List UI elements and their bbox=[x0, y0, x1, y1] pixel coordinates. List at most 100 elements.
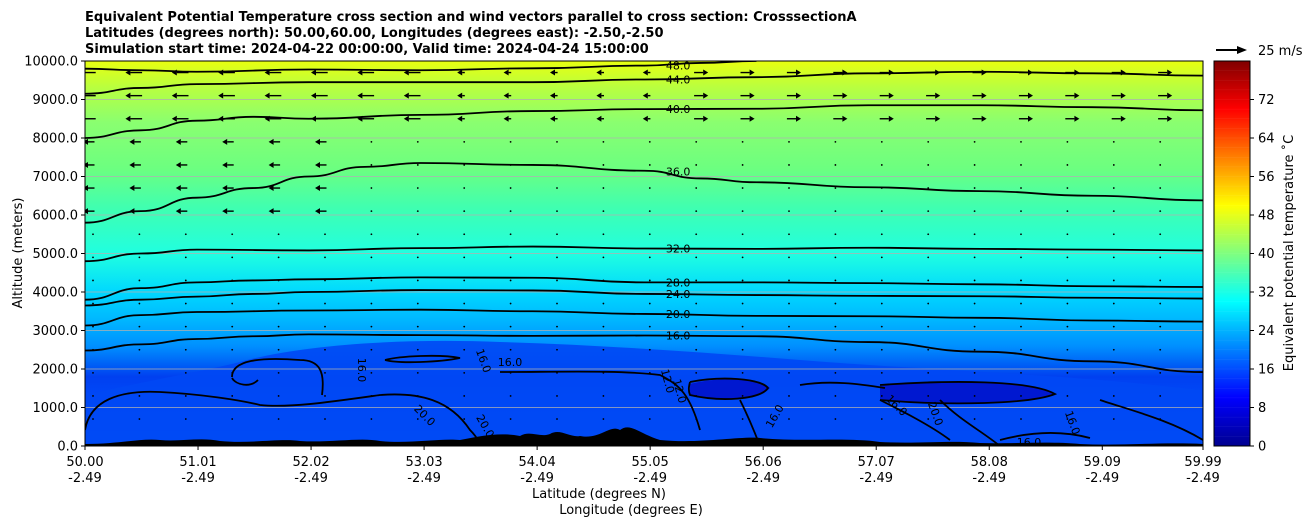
wind-vector-head bbox=[796, 69, 801, 76]
quiver-key: 25 m/s bbox=[1216, 44, 1303, 59]
wind-vector-dot bbox=[1066, 140, 1069, 143]
wind-vector-head bbox=[175, 185, 181, 192]
wind-vector-dot bbox=[1159, 325, 1162, 328]
wind-vector-dot bbox=[1020, 140, 1022, 143]
wind-vector-dot bbox=[695, 256, 698, 259]
cold-pocket bbox=[690, 379, 770, 400]
wind-vector-dot bbox=[324, 418, 326, 420]
y-axis: 0.0 1000.0 2000.0 3000.0 4000.0 5000.0 6000.0 7… bbox=[24, 55, 85, 455]
wind-vector-head bbox=[457, 69, 463, 76]
wind-vector-dot bbox=[277, 348, 280, 351]
wind-vector-dot bbox=[973, 348, 976, 351]
contour-line-lowlevel bbox=[384, 354, 461, 364]
wind-vector-dot bbox=[231, 325, 234, 328]
contour-line-lowlevel bbox=[939, 399, 1001, 446]
wind-vector-dot bbox=[788, 348, 790, 351]
wind-vector-dot bbox=[695, 371, 698, 374]
wind-vector-dot bbox=[1206, 418, 1208, 420]
wind-vector-head bbox=[315, 208, 320, 215]
wind-vector-dot bbox=[463, 140, 466, 143]
wind-vector-dot bbox=[602, 164, 605, 166]
x-tick-label-lat: 59.09 bbox=[1084, 455, 1121, 470]
contour-label: 16.0 bbox=[355, 358, 368, 383]
wind-vector-dot bbox=[741, 164, 744, 166]
wind-vector-dot bbox=[138, 371, 141, 374]
wind-vector-dot bbox=[741, 233, 744, 236]
wind-vector-dot bbox=[695, 233, 698, 236]
wind-vector-head bbox=[268, 161, 274, 168]
wind-vector-dot bbox=[92, 325, 94, 328]
wind-vector-dot bbox=[556, 325, 558, 328]
contour-line bbox=[85, 70, 1203, 95]
colorbar-bands bbox=[1214, 70, 1250, 447]
y-tick-label: 9000.0 bbox=[33, 93, 79, 108]
wind-vector-dot bbox=[463, 325, 466, 328]
wind-vector-dot bbox=[370, 279, 373, 282]
contour-line-lowlevel bbox=[799, 381, 886, 389]
wind-vector-dot bbox=[1066, 371, 1069, 374]
x-tick-label-lat: 50.00 bbox=[66, 455, 103, 470]
wind-vector-dot bbox=[509, 325, 512, 328]
wind-vector-dot bbox=[1112, 418, 1115, 420]
wind-vector-dot bbox=[231, 256, 234, 259]
x-tick-label-lon: -2.49 bbox=[294, 471, 328, 486]
wind-vector-dot bbox=[416, 302, 419, 305]
wind-vector-head bbox=[218, 92, 224, 99]
wind-vector-dot bbox=[834, 418, 837, 420]
wind-vector-dot bbox=[880, 302, 883, 305]
wind-vector-dot bbox=[648, 164, 651, 166]
wind-vector-dot bbox=[927, 371, 930, 374]
contour-line-lowlevel bbox=[879, 381, 1058, 405]
contour-line-lowlevel bbox=[231, 358, 324, 396]
wind-vector-dot bbox=[648, 302, 651, 305]
wind-vector-dot bbox=[648, 210, 651, 213]
wind-vector-dot bbox=[277, 371, 280, 374]
wind-vector-dot bbox=[788, 210, 790, 213]
wind-vector-dot bbox=[1112, 210, 1115, 213]
wind-vector-dot bbox=[1159, 348, 1162, 351]
wind-vector-head bbox=[222, 208, 228, 215]
contour-line bbox=[85, 104, 1203, 139]
wind-vector-dot bbox=[973, 279, 976, 282]
wind-vector-dot bbox=[463, 187, 466, 189]
wind-vector-dot bbox=[184, 371, 187, 374]
wind-vector-dot bbox=[741, 418, 744, 420]
wind-vector-dot bbox=[1066, 395, 1069, 397]
contour-label: 16.0 bbox=[666, 330, 691, 343]
wind-vector-dot bbox=[556, 210, 558, 213]
wind-vector-dot bbox=[277, 325, 280, 328]
wind-vector-dot bbox=[834, 279, 837, 282]
contour-label: 16.0 bbox=[1017, 436, 1042, 449]
wind-vector-dot bbox=[1066, 279, 1069, 282]
wind-vector-dot bbox=[788, 395, 790, 397]
contour-lines: 16.0 20.0 24.028.0 32.0 36.0 40.0 44.048.0 16.0… bbox=[85, 61, 1203, 449]
wind-vector-head bbox=[596, 92, 602, 99]
wind-vector-dot bbox=[184, 279, 187, 282]
wind-vector-head bbox=[703, 115, 709, 122]
wind-vector-dot bbox=[695, 140, 698, 143]
wind-vector-head bbox=[268, 138, 274, 145]
wind-vector-dot bbox=[1112, 279, 1115, 282]
contour-line bbox=[85, 61, 757, 73]
y-tick-label: 8000.0 bbox=[33, 132, 79, 147]
wind-vector-head bbox=[79, 116, 84, 122]
cold-layer bbox=[85, 340, 1203, 446]
colorbar-label: Equivalent potential temperature ˚C bbox=[1281, 135, 1297, 371]
wind-vector-dot bbox=[184, 256, 187, 259]
wind-vector-dot bbox=[927, 395, 930, 397]
wind-vector-head bbox=[503, 92, 509, 99]
wind-vector-head bbox=[129, 138, 135, 145]
contour-label: 36.0 bbox=[666, 165, 691, 178]
wind-vector-dot bbox=[509, 140, 512, 143]
wind-vector-dot bbox=[1206, 395, 1208, 397]
colorbar-tick-label: 72 bbox=[1258, 93, 1275, 108]
wind-vector-dot bbox=[463, 279, 466, 282]
wind-vector-head bbox=[935, 92, 941, 99]
wind-vector-dot bbox=[184, 395, 187, 397]
wind-vector-dot bbox=[463, 371, 466, 374]
wind-vector-dot bbox=[834, 164, 837, 166]
wind-vector-head bbox=[842, 92, 848, 99]
wind-vector-head bbox=[222, 161, 228, 168]
contour-label: 32.0 bbox=[666, 243, 691, 256]
